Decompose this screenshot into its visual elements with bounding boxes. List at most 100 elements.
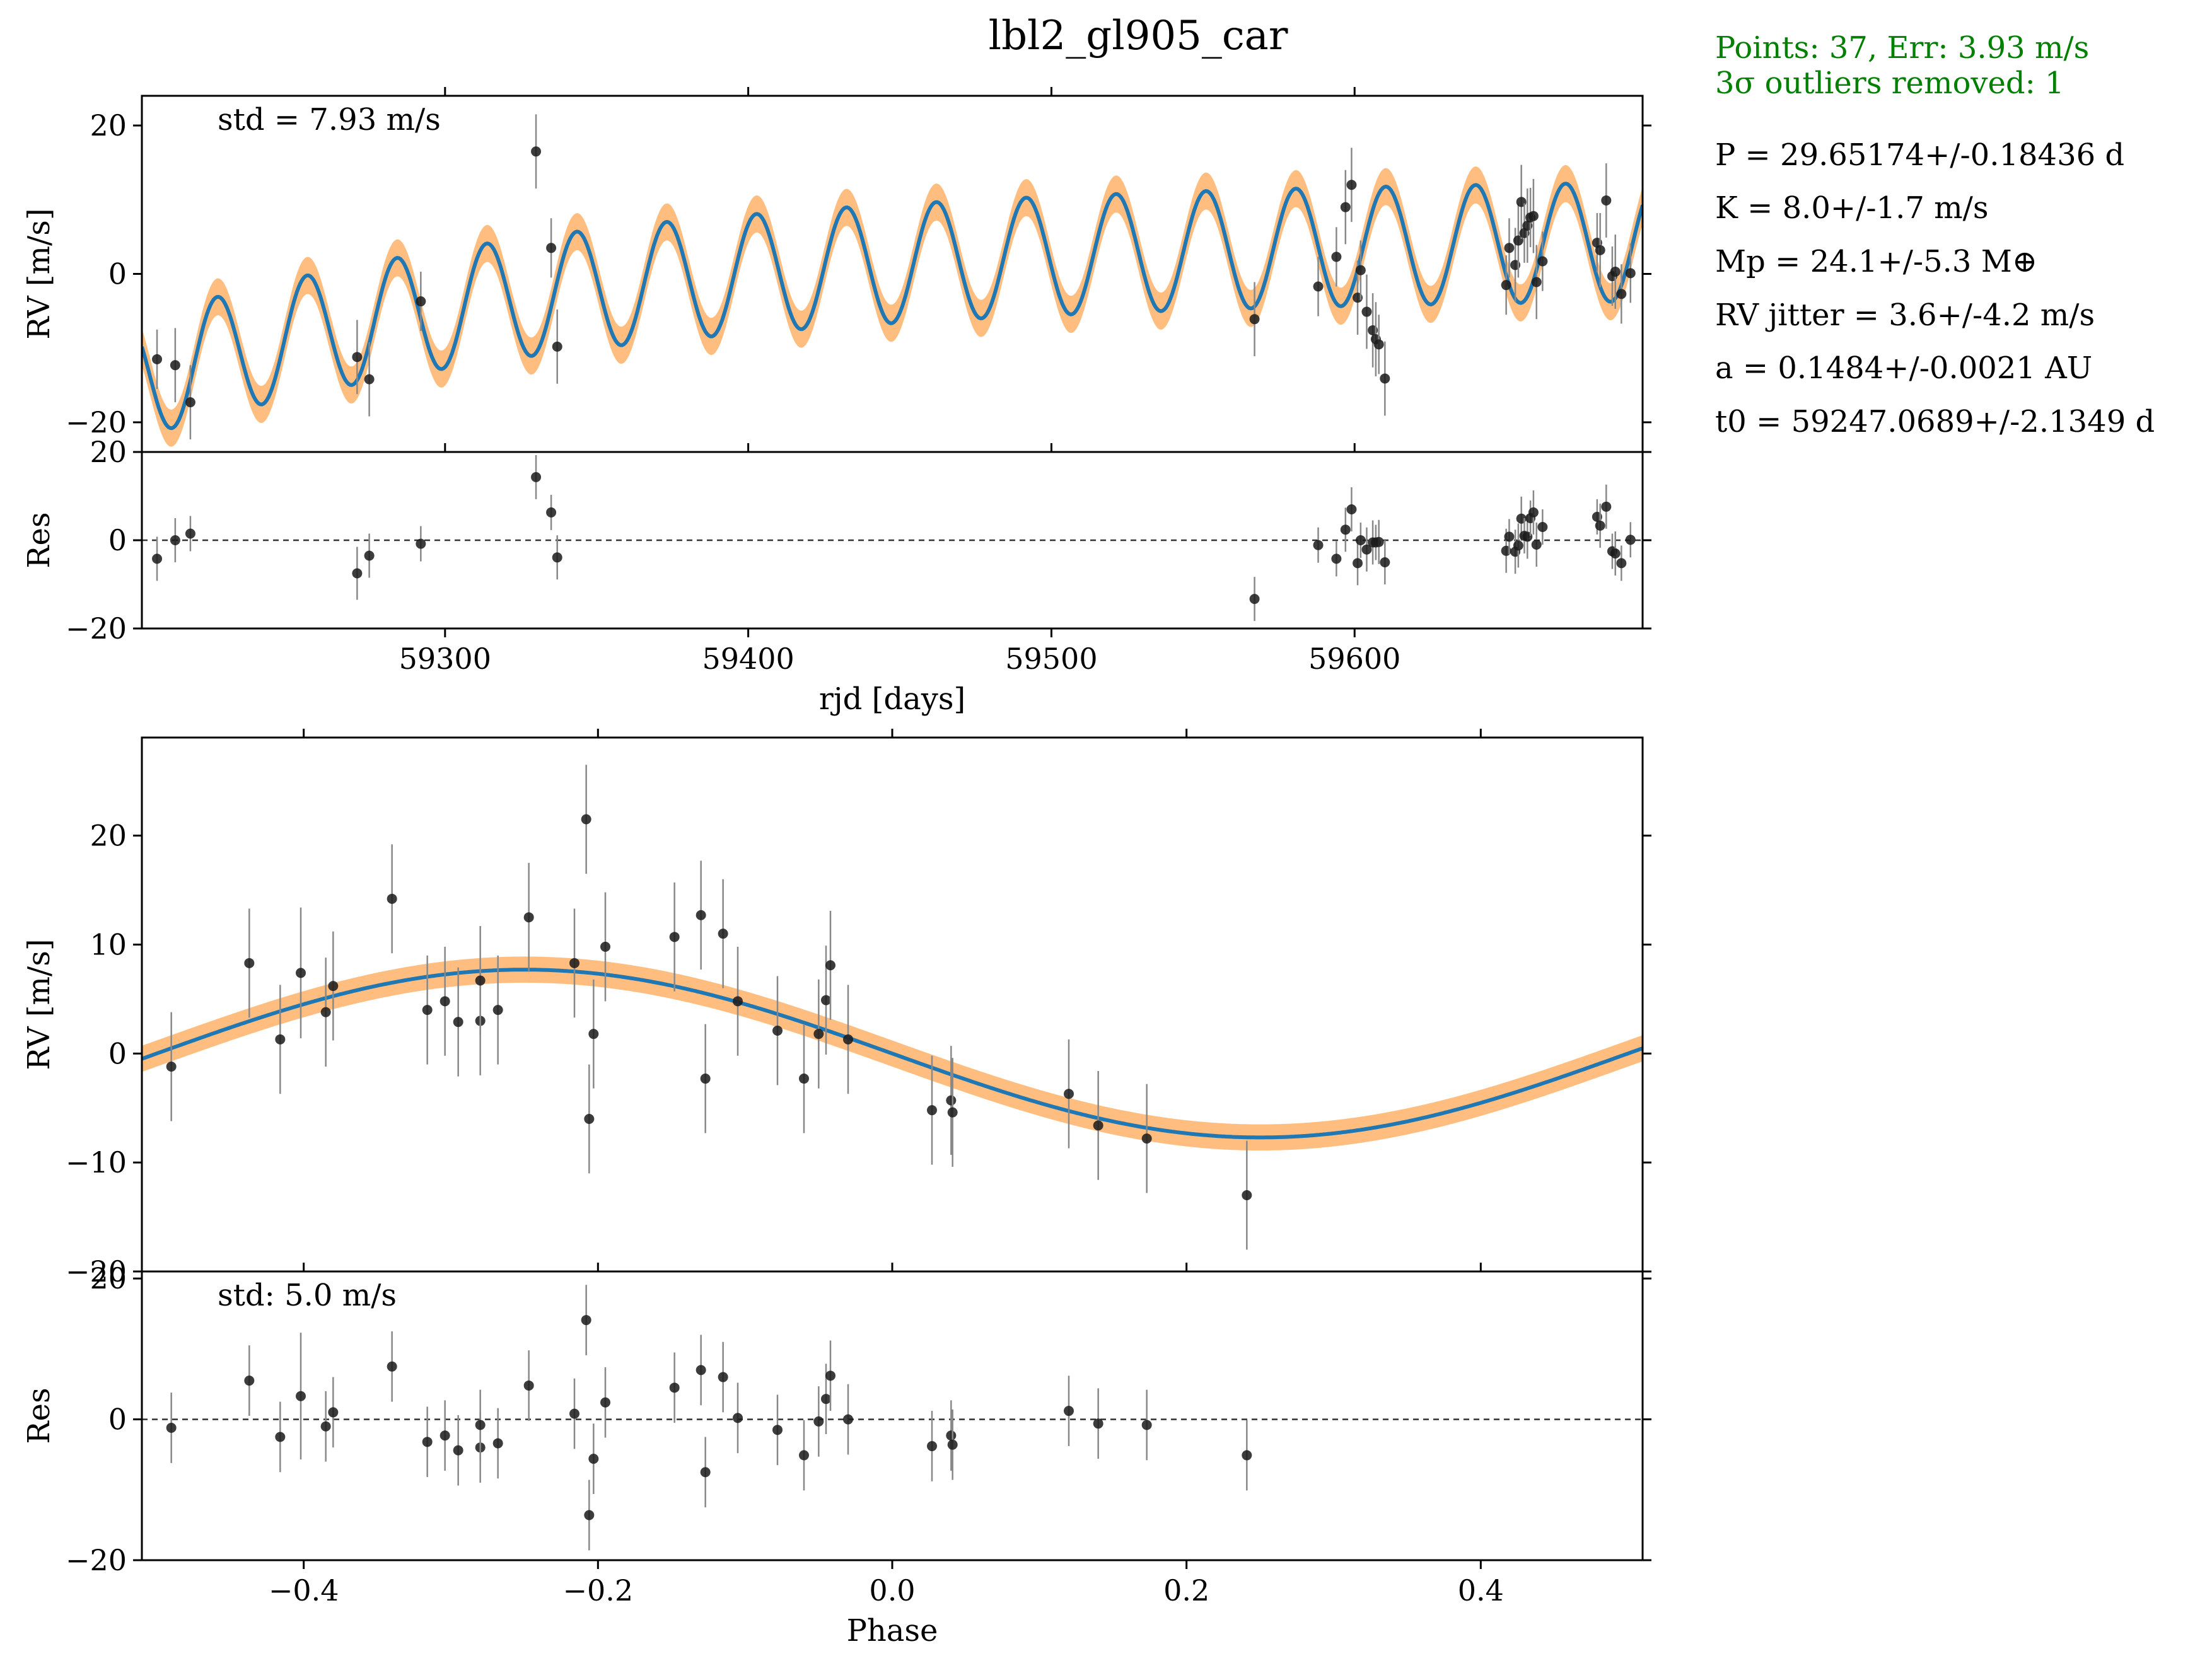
x-tick-label: 0.2 [1163,1573,1209,1607]
axes-frame [141,1270,1644,1561]
data-point [1361,306,1372,317]
data-point [296,968,306,978]
data-point [422,1437,433,1447]
data-point [552,552,562,563]
info-period: P = 29.65174+/-0.18436 d [1715,137,2124,173]
data-point [328,981,339,992]
data-point [669,932,680,942]
data-point [1610,548,1621,559]
x-tick-label: 59600 [1308,642,1400,676]
data-point [1340,202,1351,212]
data-point [946,1430,957,1441]
info-t0: t0 = 59247.0689+/-2.1349 d [1715,404,2155,439]
data-point [1537,522,1548,532]
data-point [1601,195,1612,206]
data-point [588,1454,599,1464]
data-point [946,1095,957,1106]
std-annotation: std = 7.93 m/s [218,102,441,137]
data-point [523,1380,534,1391]
data-point [843,1034,853,1045]
phase-rv-panel: −20 −10 0 10 20 RV [m/s] [21,729,1651,1288]
data-point [531,472,542,482]
data-point [1064,1406,1074,1416]
data-point [696,1365,706,1375]
data-point [1380,373,1390,384]
data-point [546,507,557,518]
y-tick-label: −10 [66,1145,127,1179]
data-point [166,1062,177,1072]
data-point [1242,1450,1252,1461]
data-point [416,296,426,307]
data-point [843,1414,853,1425]
data-point [185,528,195,539]
data-point [387,1361,397,1372]
data-point [1346,180,1357,190]
data-point [581,1315,591,1326]
data-point [1528,507,1539,518]
data-point [772,1425,783,1435]
data-point [275,1034,286,1045]
data-point [185,397,195,408]
data-point [600,1397,610,1408]
data-point [821,995,831,1005]
y-axis-label: RV [m/s] [21,208,57,339]
data-point [416,538,426,549]
data-point [152,354,163,364]
data-point [700,1074,711,1084]
info-points-line: Points: 37, Err: 3.93 m/s [1715,30,2089,66]
info-panel: Points: 37, Err: 3.93 m/s 3σ outliers re… [1715,30,2155,439]
y-tick-label: 20 [90,1261,127,1295]
data-point [569,1408,579,1419]
data-point [947,1107,958,1118]
data-point [531,146,542,157]
data-point [772,1025,783,1036]
axes-frame [141,736,1644,1273]
y-tick-label: 0 [108,257,127,291]
data-point [1141,1420,1152,1430]
y-tick-label: 0 [108,523,127,557]
data-point [947,1439,958,1450]
data-point [523,912,534,923]
data-point [546,243,557,253]
data-point [1355,535,1366,545]
y-tick-label: 20 [90,108,127,142]
info-amplitude: K = 8.0+/-1.7 m/s [1715,190,1988,226]
data-point [1249,594,1260,605]
data-point [1331,252,1342,262]
y-tick-label: 0 [108,1036,127,1070]
y-axis-label: RV [m/s] [21,939,57,1070]
data-point [1504,243,1515,253]
data-point [1141,1133,1152,1144]
std-annotation: std: 5.0 m/s [218,1278,397,1313]
data-point [552,341,562,352]
model-curve [142,182,1643,431]
data-point [492,1005,503,1016]
x-tick-label: −0.4 [269,1573,339,1607]
phase-residuals-panel: −20 0 20 −0.4 −0.2 0.0 0.2 0.4 Res Phase std: 5.0 … [21,1261,1651,1648]
data-point [439,996,450,1007]
y-tick-label: −20 [66,1543,127,1577]
data-point [718,1372,728,1382]
data-point [821,1394,831,1404]
data-point [352,352,363,362]
x-tick-label: −0.2 [562,1573,633,1607]
data-point [244,1375,255,1386]
data-point [475,1420,486,1430]
plot-area [142,114,1643,447]
data-point [1616,289,1627,299]
data-point [1353,558,1363,569]
y-tick-label: 0 [108,1403,127,1437]
data-point [1528,211,1539,221]
data-point [799,1450,809,1461]
y-tick-label: 10 [90,927,127,961]
data-point [927,1441,937,1452]
data-point [1355,265,1366,275]
x-tick-label: 0.0 [869,1573,915,1607]
data-point [1625,268,1636,279]
data-point [1504,531,1515,542]
x-tick-label: 59400 [702,642,794,676]
y-tick-label: −20 [66,1254,127,1288]
data-point [1313,281,1324,292]
data-point [152,553,163,564]
